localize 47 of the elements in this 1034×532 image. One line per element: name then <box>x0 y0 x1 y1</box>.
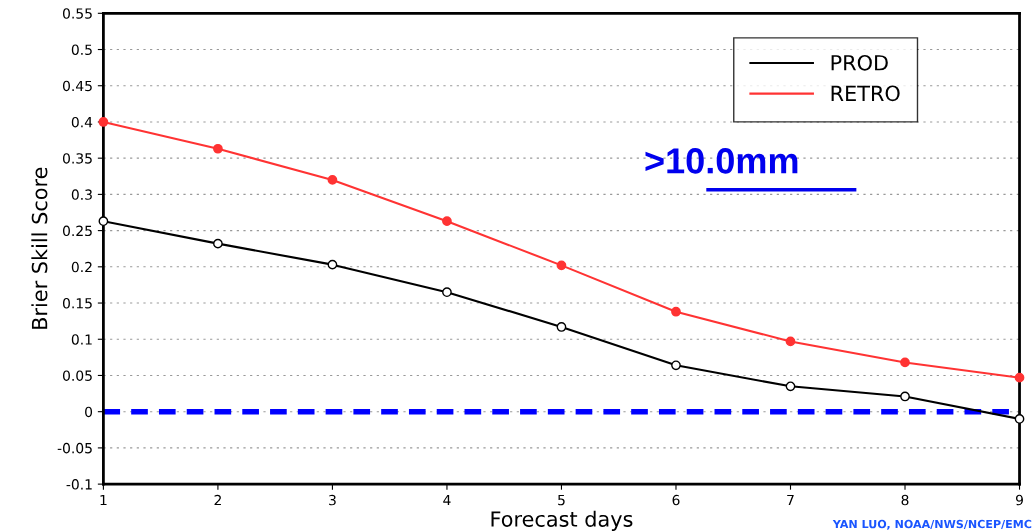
y-tick-label: 0.1 <box>71 334 92 345</box>
point <box>327 259 338 270</box>
x-tick-label: 3 <box>329 494 336 506</box>
legend-label: PROD <box>831 54 888 71</box>
point <box>785 381 796 392</box>
y-tick-label: 0.2 <box>71 261 92 273</box>
point <box>671 360 681 371</box>
point <box>556 322 567 332</box>
x-tick-label: 6 <box>672 494 680 506</box>
x-tick-label: 4 <box>443 494 451 506</box>
point <box>556 260 567 271</box>
y-axis-title: Brier Skill Score <box>31 167 48 329</box>
text: YAN LUO, NOAA/NWS/NCEP/EMC <box>832 519 1032 530</box>
point <box>785 336 796 347</box>
y-tick-label: 0.4 <box>71 116 93 128</box>
x-axis-title: Forecast days <box>491 510 633 531</box>
point <box>213 238 223 249</box>
y-tick-label: -0.05 <box>57 442 92 454</box>
point <box>98 216 109 227</box>
point <box>98 117 109 127</box>
y-tick-label: 0.05 <box>62 370 92 381</box>
legend-label: RETRO <box>831 85 900 102</box>
point <box>900 357 910 368</box>
y-tick-label: 0.45 <box>62 80 92 92</box>
x-tick-label: 2 <box>214 494 221 506</box>
y-tick-label: 0.55 <box>62 8 92 19</box>
x-tick-label: 7 <box>787 494 794 506</box>
point <box>213 143 223 154</box>
point <box>900 391 910 402</box>
point <box>671 306 681 317</box>
point <box>1014 414 1025 424</box>
y-tick-label: 0.25 <box>62 225 92 237</box>
point <box>327 175 338 185</box>
y-tick-label: 0 <box>85 406 93 418</box>
annotation: >10.0mm <box>645 148 798 174</box>
x-tick-label: 1 <box>100 494 107 506</box>
point <box>1014 372 1025 383</box>
point <box>442 287 452 298</box>
y-tick-label: 0.5 <box>71 44 92 55</box>
point <box>442 216 452 227</box>
x-tick-label: 8 <box>901 494 909 506</box>
y-tick-label: 0.35 <box>62 153 92 164</box>
x-tick-label: 5 <box>558 494 565 506</box>
y-tick-label: 0.3 <box>71 189 92 200</box>
x-tick-label: 9 <box>1015 494 1023 506</box>
y-tick-label: -0.1 <box>66 479 92 490</box>
y-tick-label: 0.15 <box>62 298 92 309</box>
